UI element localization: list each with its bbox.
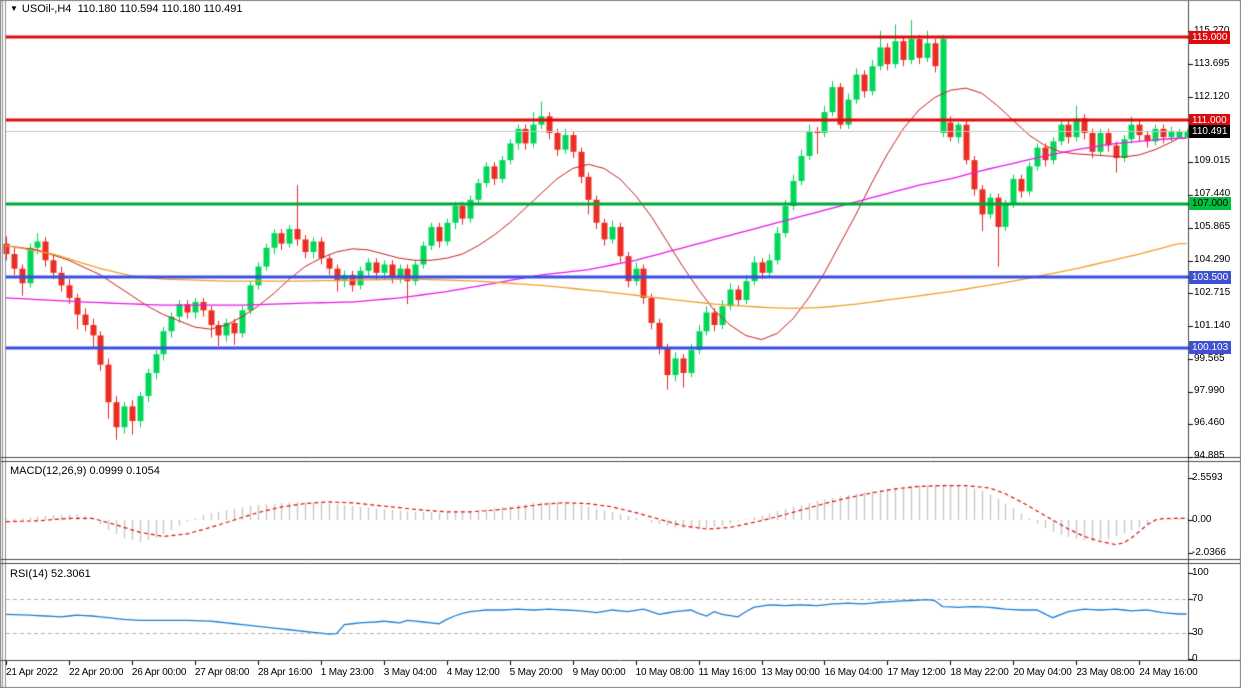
time-axis-label: 5 May 20:00	[509, 667, 563, 678]
time-axis-label: 4 May 12:00	[446, 667, 500, 678]
time-axis-label: 9 May 00:00	[572, 667, 626, 678]
ohlc-values: 110.180 110.594 110.180 110.491	[77, 3, 243, 15]
time-axis-label: 21 Apr 2022	[6, 667, 58, 678]
time-axis-label: 13 May 00:00	[761, 667, 820, 678]
price-tick-label: 102.715	[1194, 286, 1231, 298]
rsi-tick-label: 100	[1192, 567, 1209, 578]
macd-indicator-label: MACD(12,26,9) 0.0999 0.1054	[10, 465, 160, 477]
price-tick-label: 113.695	[1194, 57, 1230, 69]
price-level-badge: 107.000	[1189, 197, 1232, 211]
time-axis-label: 22 Apr 20:00	[68, 667, 124, 678]
time-axis-label: 23 May 08:00	[1076, 667, 1135, 678]
time-axis-label: 1 May 23:00	[320, 667, 374, 678]
price-level-badge: 103.500	[1189, 270, 1232, 284]
price-tick-label: 104.290	[1194, 254, 1231, 266]
macd-tick-label: 0.00	[1192, 514, 1212, 525]
time-axis-label: 26 Apr 00:00	[131, 667, 187, 678]
time-axis-label: 10 May 08:00	[635, 667, 694, 678]
price-tick-label: 99.565	[1194, 352, 1225, 364]
time-axis-label: 27 Apr 08:00	[194, 667, 250, 678]
chart-title: ▼ USOil-,H4 110.180 110.594 110.180 110.4…	[10, 3, 243, 15]
time-axis-label: 20 May 04:00	[1013, 667, 1072, 678]
time-axis-label: 17 May 12:00	[887, 667, 946, 678]
price-tick-label: 97.990	[1194, 385, 1225, 397]
price-tick-label: 109.015	[1194, 155, 1231, 167]
time-axis-label: 11 May 16:00	[698, 667, 757, 678]
time-axis-label: 24 May 16:00	[1139, 667, 1198, 678]
price-tick-label: 94.885	[1194, 450, 1225, 462]
price-level-badge: 100.103	[1189, 341, 1232, 355]
rsi-tick-label: 70	[1192, 592, 1204, 604]
price-level-badge: 111.000	[1189, 113, 1230, 127]
price-tick-label: 107.440	[1194, 188, 1231, 200]
time-axis-label: 3 May 04:00	[383, 667, 437, 678]
price-tick-label: 115.270	[1194, 25, 1229, 36]
price-tick-label: 101.140	[1194, 319, 1231, 331]
symbol-dropdown-icon[interactable]: ▼	[10, 4, 18, 13]
time-axis-label: 28 Apr 16:00	[257, 667, 313, 678]
rsi-indicator-label: RSI(14) 52.3061	[10, 568, 91, 580]
price-tick-label: 96.460	[1194, 417, 1225, 429]
macd-tick-label: -2.0366	[1192, 547, 1226, 559]
price-tick-label: 112.120	[1194, 90, 1230, 102]
time-axis-label: 16 May 04:00	[824, 667, 883, 678]
symbol-period-label: USOil-,H4	[21, 3, 72, 15]
macd-tick-label: 2.5593	[1192, 472, 1223, 484]
rsi-tick-label: 30	[1192, 627, 1204, 639]
price-level-badge: 115.000	[1189, 30, 1231, 44]
rsi-tick-label: 0	[1192, 653, 1198, 664]
current-price-badge: 110.491	[1189, 124, 1231, 138]
time-axis-label: 18 May 22:00	[950, 667, 1009, 678]
price-tick-label: 105.865	[1194, 221, 1231, 233]
